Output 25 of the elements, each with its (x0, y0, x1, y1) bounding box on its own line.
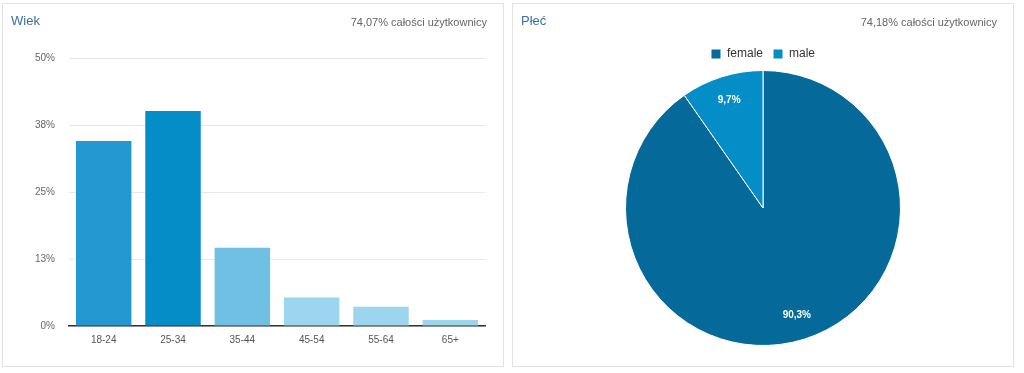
chart-subtitle: 74,07% całości użytkownicy (350, 16, 487, 28)
x-tick-label: 25-34 (160, 333, 187, 345)
y-tick-label: 0% (40, 319, 56, 331)
legend-label: female (726, 46, 764, 61)
chart-title: Płeć (521, 13, 547, 28)
y-tick-label: 13% (35, 252, 56, 264)
legend-label: male (789, 46, 816, 61)
x-tick-label: 18-24 (90, 333, 117, 345)
y-tick-label: 25% (35, 185, 56, 197)
y-tick-label: 38% (35, 118, 56, 130)
chart-title: Wiek (11, 13, 40, 28)
x-tick-label: 45-54 (298, 333, 325, 345)
y-tick-label: 50% (35, 51, 56, 63)
bar (353, 306, 409, 326)
bar (75, 141, 132, 326)
bar (145, 111, 201, 326)
text: 74,18% całości użytkownicy (860, 16, 997, 28)
x-tick-label: 65+ (441, 333, 459, 345)
data-label: 90,3% (782, 309, 812, 321)
data-label: 9,7% (717, 94, 741, 106)
bar (214, 247, 271, 326)
x-tick-label: 35-44 (229, 333, 256, 345)
bar (422, 320, 479, 326)
x-tick-label: 55-64 (368, 333, 395, 345)
bar (283, 297, 340, 326)
